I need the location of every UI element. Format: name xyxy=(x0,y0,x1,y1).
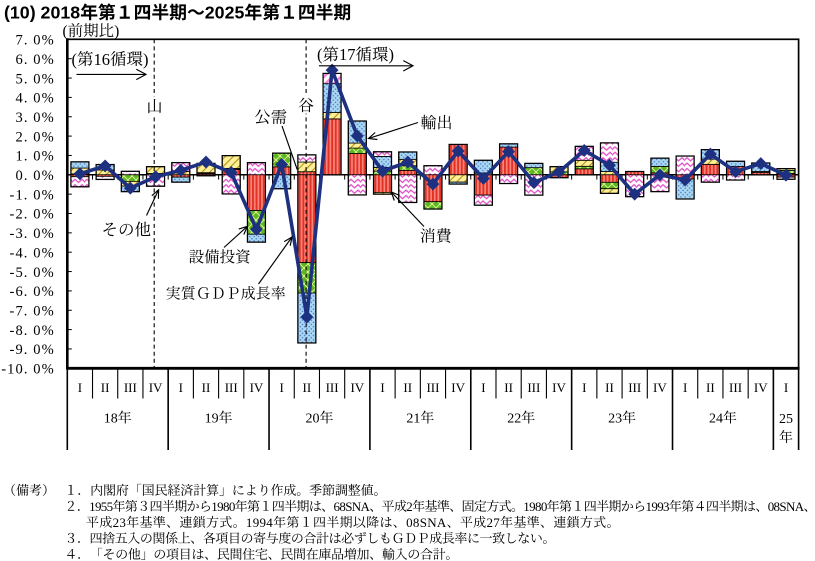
svg-text:4. 0%: 4. 0% xyxy=(15,91,54,107)
svg-text:I: I xyxy=(784,380,788,395)
svg-text:-5. 0%: -5. 0% xyxy=(10,265,55,281)
svg-text:18: 18 xyxy=(104,412,118,427)
svg-text:IV: IV xyxy=(754,380,768,395)
svg-text:23: 23 xyxy=(113,515,127,530)
svg-text:1. 0%: 1. 0% xyxy=(15,149,54,165)
svg-text:III: III xyxy=(729,380,742,395)
svg-text:III: III xyxy=(225,380,238,395)
svg-text:23: 23 xyxy=(608,412,622,427)
svg-text:68SNA: 68SNA xyxy=(334,499,371,514)
svg-text:25: 25 xyxy=(779,412,793,427)
svg-text:(: ( xyxy=(317,45,323,64)
svg-text:08SNA: 08SNA xyxy=(406,515,447,530)
svg-text:1955: 1955 xyxy=(89,499,113,514)
svg-text:II: II xyxy=(706,380,715,395)
svg-text:-10. 0%: -10. 0% xyxy=(1,362,55,378)
svg-text:-4. 0%: -4. 0% xyxy=(10,245,55,261)
svg-text:-7. 0%: -7. 0% xyxy=(10,303,55,319)
svg-text:(10) 2018: (10) 2018 xyxy=(4,3,80,23)
svg-text:2025: 2025 xyxy=(205,3,245,23)
svg-text:I: I xyxy=(481,380,485,395)
svg-text:II: II xyxy=(605,380,614,395)
svg-text:5. 0%: 5. 0% xyxy=(15,71,54,87)
svg-text:0. 0%: 0. 0% xyxy=(15,168,54,184)
svg-text:-9. 0%: -9. 0% xyxy=(10,342,55,358)
svg-text:3. 0%: 3. 0% xyxy=(15,110,54,126)
svg-text:-3. 0%: -3. 0% xyxy=(10,226,55,242)
svg-text:III: III xyxy=(426,380,439,395)
svg-text:I: I xyxy=(380,380,384,395)
svg-text:I: I xyxy=(582,380,586,395)
svg-text:2. 0%: 2. 0% xyxy=(15,129,54,145)
svg-text:): ) xyxy=(388,45,394,64)
svg-text:): ) xyxy=(143,50,149,69)
svg-text:): ) xyxy=(114,23,119,40)
svg-text:I: I xyxy=(279,380,283,395)
svg-text:IV: IV xyxy=(451,380,465,395)
svg-text:I: I xyxy=(78,380,82,395)
svg-text:III: III xyxy=(527,380,540,395)
svg-text:III: III xyxy=(326,380,339,395)
svg-text:7. 0%: 7. 0% xyxy=(15,33,54,49)
svg-text:II: II xyxy=(101,380,110,395)
svg-text:III: III xyxy=(124,380,137,395)
svg-text:1994: 1994 xyxy=(246,515,273,530)
svg-text:16: 16 xyxy=(93,50,110,69)
svg-text:II: II xyxy=(504,380,513,395)
svg-text:21: 21 xyxy=(406,412,420,427)
svg-text:(: ( xyxy=(63,23,68,40)
svg-text:6. 0%: 6. 0% xyxy=(15,52,54,68)
svg-text:-1. 0%: -1. 0% xyxy=(10,187,55,203)
svg-text:17: 17 xyxy=(339,45,356,64)
svg-text:IV: IV xyxy=(653,380,667,395)
svg-text:2: 2 xyxy=(406,499,412,514)
svg-text:IV: IV xyxy=(350,380,364,395)
svg-text:1993: 1993 xyxy=(646,499,670,514)
svg-text:-6. 0%: -6. 0% xyxy=(10,284,55,300)
svg-text:IV: IV xyxy=(250,380,264,395)
svg-text:19: 19 xyxy=(205,412,219,427)
svg-text:IV: IV xyxy=(552,380,566,395)
svg-text:I: I xyxy=(683,380,687,395)
svg-text:08SNA: 08SNA xyxy=(768,499,805,514)
svg-text:27: 27 xyxy=(487,515,501,530)
svg-text:24: 24 xyxy=(709,412,723,427)
svg-text:III: III xyxy=(628,380,641,395)
svg-text:IV: IV xyxy=(149,380,163,395)
svg-text:20: 20 xyxy=(305,412,319,427)
svg-text:II: II xyxy=(202,380,211,395)
svg-text:I: I xyxy=(179,380,183,395)
svg-text:-8. 0%: -8. 0% xyxy=(10,323,55,339)
svg-text:II: II xyxy=(303,380,312,395)
svg-text:-2. 0%: -2. 0% xyxy=(10,207,55,223)
svg-text:II: II xyxy=(403,380,412,395)
svg-text:1980: 1980 xyxy=(211,499,235,514)
svg-text:(: ( xyxy=(72,50,78,69)
svg-text:22: 22 xyxy=(507,412,521,427)
svg-text:1980: 1980 xyxy=(523,499,547,514)
